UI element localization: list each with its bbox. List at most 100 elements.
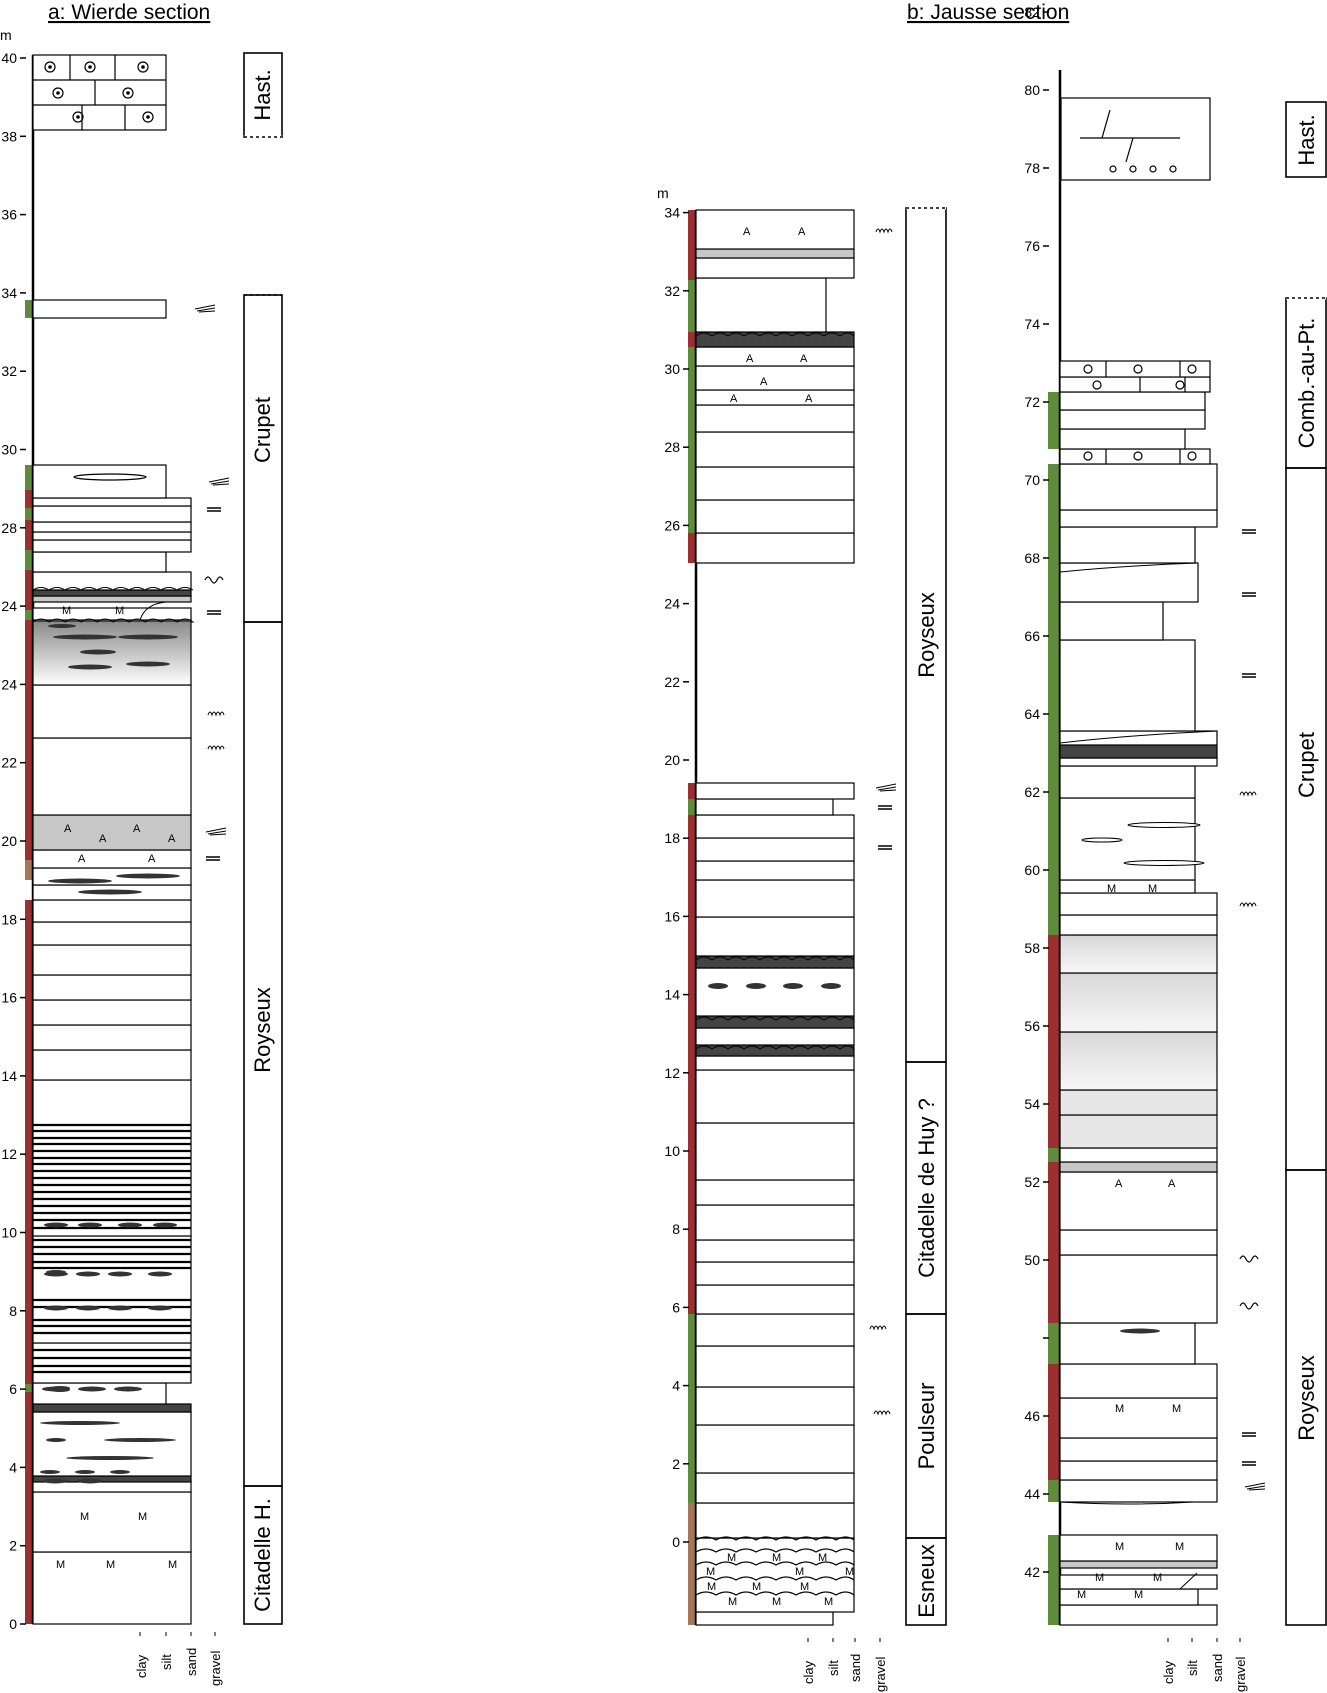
axis-tick-label: 12 xyxy=(664,1065,680,1081)
axis-tick-label: 28 xyxy=(1,520,17,536)
svg-text:M: M xyxy=(138,1511,147,1523)
svg-text:A: A xyxy=(148,853,156,865)
svg-text:M: M xyxy=(1153,1572,1162,1584)
svg-text:A: A xyxy=(805,393,813,405)
wierde-formation-column xyxy=(243,52,283,1625)
jausse-upper-color-strip xyxy=(1048,392,1060,1625)
svg-text:clay: clay xyxy=(134,1654,149,1678)
svg-text:M: M xyxy=(795,1566,804,1578)
axis-tick-label: 16 xyxy=(664,908,680,924)
svg-text:silt: silt xyxy=(1185,1660,1200,1676)
wierde-unit-label: m xyxy=(0,27,12,43)
formation-label: Crupet xyxy=(1294,732,1319,798)
axis-tick-label: 34 xyxy=(664,205,680,221)
axis-tick-label: 14 xyxy=(664,987,680,1003)
axis-tick-label: 36 xyxy=(1,207,17,223)
wierde-laminations xyxy=(33,1123,191,1374)
svg-text:sand: sand xyxy=(848,1654,863,1682)
axis-tick-label: 2 xyxy=(672,1456,680,1472)
svg-text:clay: clay xyxy=(1161,1660,1176,1684)
jausse-lower-letters: M M M M M M M M M M M M A A A A A A A xyxy=(706,226,854,1608)
svg-text:A: A xyxy=(99,833,107,845)
axis-tick-label: 20 xyxy=(1,833,17,849)
jausse-upper-column: 42 44 46 50 52 54 56 58 60 62 64 66 68 70 72 74 76 78 80 82 xyxy=(1024,4,1327,1692)
axis-tick-label: 46 xyxy=(1024,1408,1040,1424)
axis-tick-label: 58 xyxy=(1024,940,1040,956)
axis-tick-label: 50 xyxy=(1024,1252,1040,1268)
svg-text:M: M xyxy=(62,605,71,617)
svg-text:M: M xyxy=(800,1581,809,1593)
axis-tick-label: 20 xyxy=(664,752,680,768)
formation-label: Citadelle H. xyxy=(250,1498,275,1612)
jausse-lower-grain-scale: clay silt sand gravel xyxy=(801,1638,888,1692)
axis-tick-label: 64 xyxy=(1024,706,1040,722)
formation-label: Esneux xyxy=(914,1544,939,1617)
svg-text:A: A xyxy=(760,376,768,388)
wierde-color-strip xyxy=(25,300,33,1624)
svg-text:M: M xyxy=(824,1596,833,1608)
jausse-lower-symbols xyxy=(869,228,897,1415)
svg-text:M: M xyxy=(772,1596,781,1608)
axis-tick-label: 14 xyxy=(1,1068,17,1084)
axis-tick-label: 28 xyxy=(664,439,680,455)
svg-text:sand: sand xyxy=(184,1648,199,1676)
formation-label: Poulseur xyxy=(914,1383,939,1470)
axis-tick-label: 10 xyxy=(1,1225,17,1241)
formation-label: Hast. xyxy=(1294,114,1319,165)
wierde-section: a: Wierde section m 02468101214161820222… xyxy=(0,1,283,1686)
jausse-upper-formation-labels: Royseux Crupet Comb.-au-Pt. Hast. xyxy=(1294,114,1319,1440)
svg-text:A: A xyxy=(133,823,141,835)
axis-tick-label: 78 xyxy=(1024,160,1040,176)
svg-text:M: M xyxy=(168,1559,177,1571)
wierde-grain-scale: clay silt sand gravel xyxy=(134,1632,223,1686)
wierde-sedimentary-symbols xyxy=(194,304,230,861)
axis-tick-label: 34 xyxy=(1,285,17,301)
axis-tick-label: 18 xyxy=(664,830,680,846)
wierde-letters: M M M M M A A A A A A M M xyxy=(56,605,177,1571)
axis-tick-label: 24 xyxy=(664,596,680,612)
axis-tick-label: 24 xyxy=(1,676,17,692)
axis-tick-label: 76 xyxy=(1024,238,1040,254)
axis-tick-label: 74 xyxy=(1024,316,1040,332)
svg-text:M: M xyxy=(752,1581,761,1593)
formation-label: Royseux xyxy=(1294,1355,1319,1441)
axis-tick-label: 66 xyxy=(1024,628,1040,644)
axis-tick-label: 18 xyxy=(1,911,17,927)
axis-tick-label: 22 xyxy=(664,674,680,690)
svg-text:A: A xyxy=(800,353,808,365)
axis-tick-label: 72 xyxy=(1024,394,1040,410)
formation-label: Citadelle de Huy ? xyxy=(914,1098,939,1278)
axis-tick-label: 6 xyxy=(672,1299,680,1315)
jausse-upper-formation-column xyxy=(1285,101,1327,1626)
axis-tick-label: 80 xyxy=(1024,82,1040,98)
formation-label: Royseux xyxy=(914,592,939,678)
svg-text:M: M xyxy=(728,1596,737,1608)
svg-text:M: M xyxy=(818,1552,827,1564)
jausse-upper-grain-scale: clay silt sand gravel xyxy=(1161,1638,1248,1692)
svg-text:M: M xyxy=(707,1581,716,1593)
svg-text:M: M xyxy=(56,1559,65,1571)
formation-label: Royseux xyxy=(250,987,275,1073)
formation-label: Comb.-au-Pt. xyxy=(1294,318,1319,449)
svg-text:M: M xyxy=(1107,883,1116,895)
axis-tick-label: 54 xyxy=(1024,1096,1040,1112)
axis-tick-label: 40 xyxy=(1,50,17,66)
svg-text:A: A xyxy=(798,226,806,238)
jausse-upper-limestone xyxy=(1080,109,1197,464)
axis-tick-label: 4 xyxy=(672,1378,680,1394)
svg-text:M: M xyxy=(1115,1403,1124,1415)
svg-text:M: M xyxy=(1095,1572,1104,1584)
svg-text:silt: silt xyxy=(826,1660,841,1676)
axis-tick-label: 32 xyxy=(664,283,680,299)
svg-text:silt: silt xyxy=(159,1654,174,1670)
axis-tick-label: 8 xyxy=(672,1221,680,1237)
jausse-upper-beds xyxy=(1059,97,1218,1626)
axis-tick-label: 60 xyxy=(1024,862,1040,878)
formation-label: Hast. xyxy=(250,69,275,120)
svg-text:M: M xyxy=(727,1552,736,1564)
svg-text:gravel: gravel xyxy=(1233,1656,1248,1692)
axis-tick-label: 22 xyxy=(1,755,17,771)
formation-label: Crupet xyxy=(250,397,275,463)
